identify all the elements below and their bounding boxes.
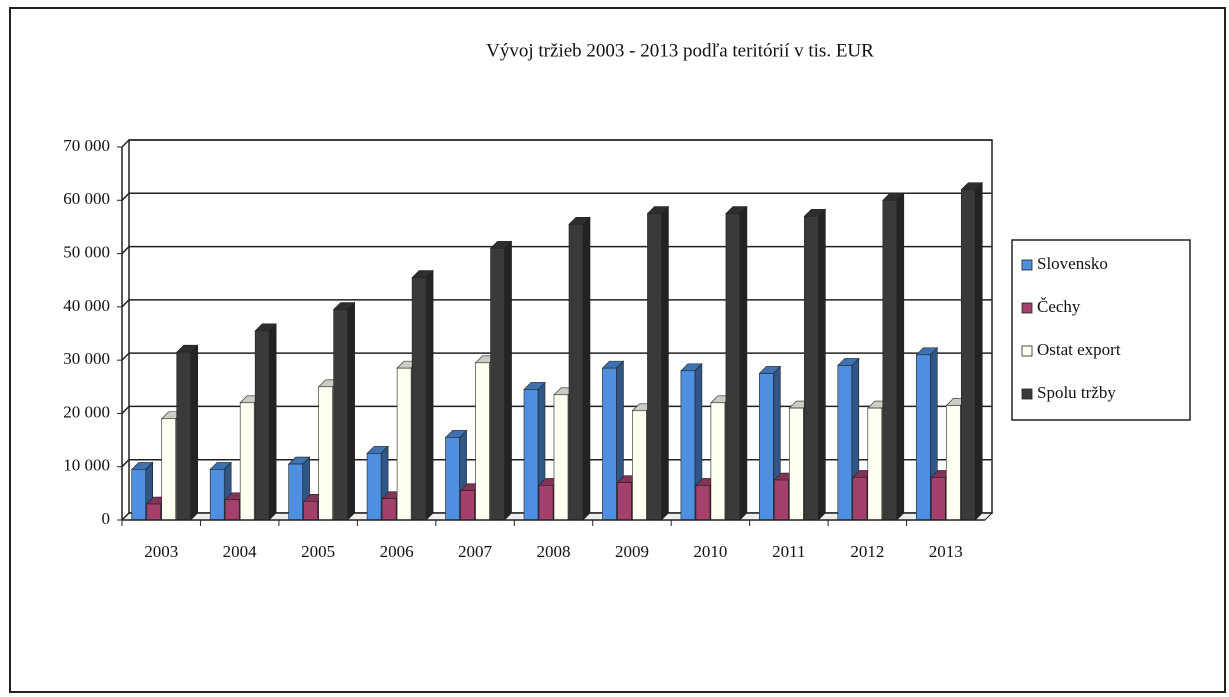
y-tick-label: 0: [102, 509, 111, 528]
bar: [945, 405, 961, 521]
bar: [930, 477, 946, 521]
bar: [960, 189, 976, 521]
x-tick-label: 2012: [850, 542, 884, 561]
bar-side: [190, 344, 199, 521]
legend-label: Čechy: [1037, 297, 1081, 316]
x-tick-label: 2005: [301, 542, 335, 561]
bar: [774, 479, 789, 521]
legend-box: [1011, 239, 1191, 421]
grid-line: [121, 192, 992, 201]
bar-side: [739, 205, 748, 521]
y-tick-label: 50 000: [63, 242, 110, 261]
bar: [475, 362, 490, 521]
y-tick-label: 30 000: [63, 349, 110, 368]
legend-label: Slovensko: [1037, 254, 1108, 273]
bar: [445, 437, 460, 521]
bar: [680, 370, 696, 521]
bar-side: [661, 205, 669, 521]
bar: [789, 407, 804, 521]
bar: [837, 365, 853, 521]
bar-side: [268, 323, 277, 521]
bar: [725, 213, 741, 521]
x-tick-label: 2009: [615, 542, 649, 561]
bar: [632, 410, 647, 521]
bar-side: [425, 269, 434, 521]
bar: [710, 402, 726, 521]
y-tick-label: 40 000: [63, 296, 110, 315]
bar-side: [504, 240, 512, 521]
x-tick-label: 2007: [458, 542, 493, 561]
grid-line: [121, 352, 992, 361]
y-tick-label: 20 000: [63, 402, 110, 421]
y-tick-label: 70 000: [63, 136, 110, 155]
bar: [396, 367, 412, 521]
x-tick-label: 2011: [772, 542, 805, 561]
grid-line: [121, 245, 992, 255]
bar: [523, 389, 539, 521]
grid-line: [121, 405, 992, 414]
bar: [318, 386, 333, 521]
legend-swatch: [1021, 345, 1033, 357]
bar: [411, 277, 427, 521]
bar: [131, 469, 147, 521]
bar-side: [347, 301, 355, 521]
x-tick-label: 2013: [929, 542, 963, 561]
bar: [617, 482, 632, 521]
x-tick-label: 2003: [144, 542, 178, 561]
legend-swatch: [1021, 302, 1033, 314]
x-tick-label: 2010: [693, 542, 727, 561]
bar: [695, 485, 711, 521]
y-tick-label: 10 000: [63, 456, 110, 475]
bar: [867, 407, 883, 521]
bar: [224, 499, 240, 521]
bar: [915, 354, 931, 521]
bar: [381, 498, 397, 521]
bar: [804, 215, 819, 521]
x-tick-label: 2008: [537, 542, 571, 561]
x-tick-label: 2006: [380, 542, 414, 561]
grid-line: [121, 139, 992, 148]
bar: [538, 485, 554, 521]
y-tick-label: 60 000: [63, 189, 110, 208]
bar: [490, 247, 505, 521]
bar: [176, 351, 192, 521]
bar: [288, 463, 303, 521]
bar: [460, 490, 475, 521]
bar: [759, 373, 774, 521]
bar-side: [818, 208, 826, 521]
grid-line: [121, 458, 992, 468]
bar: [303, 501, 318, 521]
bar: [553, 394, 569, 521]
legend-label: Ostat export: [1037, 340, 1121, 359]
bar-side: [974, 181, 983, 521]
bar: [602, 367, 617, 521]
bar: [568, 223, 584, 521]
legend-swatch: [1021, 259, 1033, 271]
bar: [146, 503, 162, 521]
bar: [254, 330, 270, 521]
legend-label: Spolu tržby: [1037, 383, 1116, 402]
bar: [333, 309, 348, 521]
bar-side: [582, 216, 591, 521]
bar-side: [896, 192, 905, 521]
bar: [209, 469, 225, 521]
bar: [647, 213, 662, 521]
bar: [882, 199, 898, 521]
chart-title: Vývoj tržieb 2003 - 2013 podľa teritórií…: [486, 40, 874, 61]
grid-line: [121, 299, 992, 308]
bar: [161, 418, 177, 521]
bar: [852, 477, 868, 521]
bar: [366, 453, 382, 521]
bar: [239, 402, 255, 521]
x-tick-label: 2004: [223, 542, 258, 561]
legend-swatch: [1021, 388, 1033, 400]
